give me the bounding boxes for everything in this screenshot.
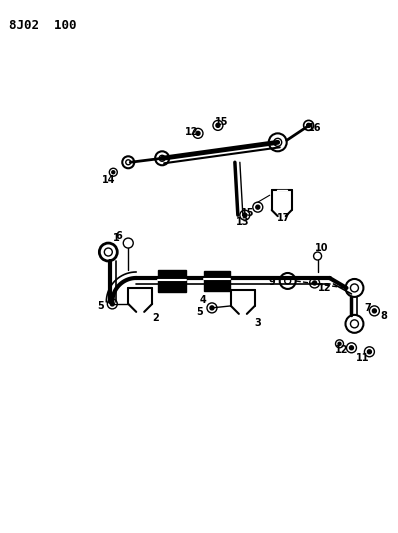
Circle shape — [338, 342, 341, 345]
Text: 3: 3 — [254, 318, 261, 328]
FancyBboxPatch shape — [158, 270, 186, 292]
Text: 12: 12 — [318, 283, 331, 293]
Text: 1: 1 — [113, 233, 120, 243]
Circle shape — [243, 213, 247, 217]
Text: 11: 11 — [356, 353, 369, 363]
Text: 4: 4 — [200, 295, 206, 305]
Text: 5: 5 — [97, 301, 104, 311]
Text: 6: 6 — [115, 231, 122, 241]
Circle shape — [210, 306, 214, 310]
Text: 12: 12 — [335, 345, 348, 355]
Text: 17: 17 — [277, 213, 291, 223]
Circle shape — [373, 309, 377, 313]
Text: 15: 15 — [241, 208, 255, 218]
Circle shape — [216, 123, 220, 127]
Text: 5: 5 — [197, 307, 203, 317]
Text: 2: 2 — [152, 313, 158, 323]
Text: 12: 12 — [185, 127, 199, 138]
Text: 8: 8 — [380, 311, 387, 321]
Circle shape — [312, 281, 316, 285]
Text: 13: 13 — [236, 217, 250, 227]
Circle shape — [256, 205, 260, 209]
Circle shape — [112, 171, 115, 174]
Text: 16: 16 — [308, 123, 321, 133]
Circle shape — [110, 302, 114, 306]
Circle shape — [306, 123, 310, 127]
Circle shape — [349, 346, 353, 350]
FancyBboxPatch shape — [204, 271, 230, 291]
Text: 7: 7 — [364, 303, 371, 313]
Text: 9: 9 — [268, 277, 275, 287]
Text: 10: 10 — [315, 243, 328, 253]
Text: 8J02  100: 8J02 100 — [9, 19, 76, 31]
Text: 15: 15 — [215, 117, 229, 127]
Text: 14: 14 — [101, 175, 115, 185]
Circle shape — [367, 350, 371, 354]
Circle shape — [196, 131, 200, 135]
